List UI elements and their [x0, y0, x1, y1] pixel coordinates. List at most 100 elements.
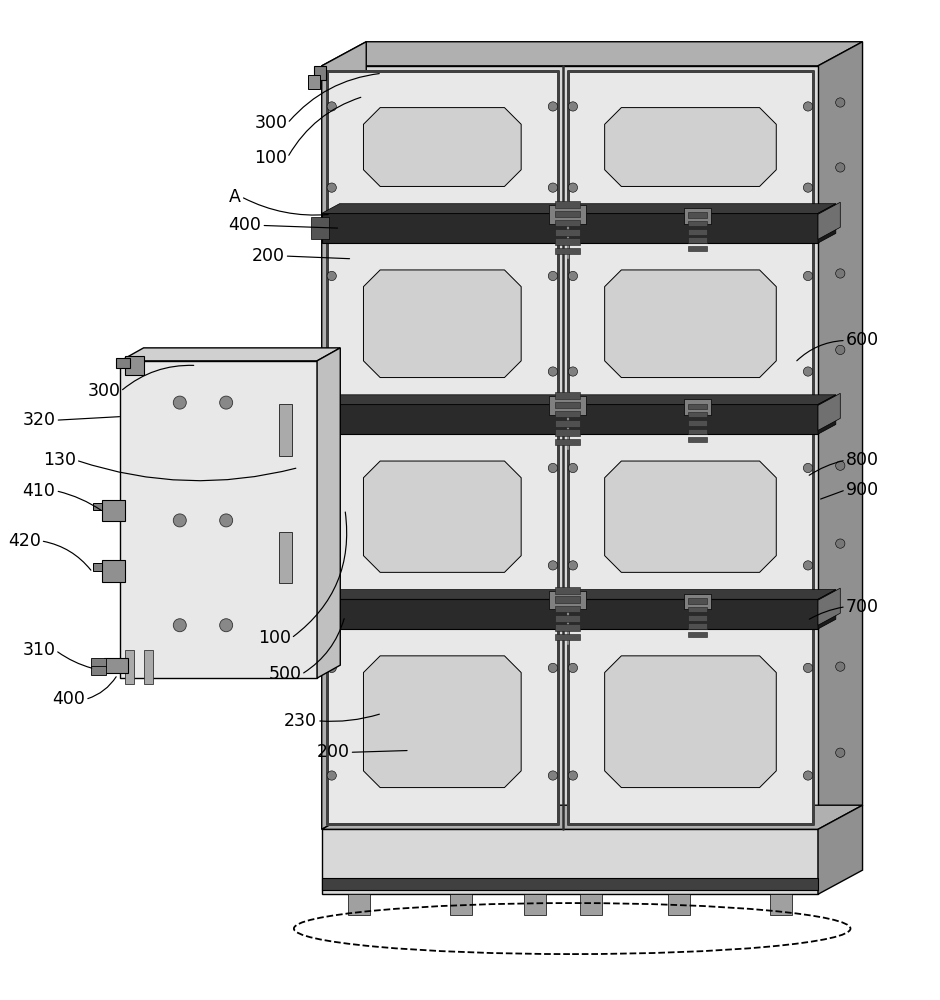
Bar — [279, 532, 292, 583]
Text: 130: 130 — [43, 451, 76, 469]
Circle shape — [327, 663, 337, 673]
Circle shape — [804, 271, 813, 281]
Circle shape — [569, 367, 577, 376]
Polygon shape — [604, 656, 776, 788]
Polygon shape — [321, 878, 818, 890]
Polygon shape — [364, 656, 521, 788]
Circle shape — [569, 183, 577, 192]
Polygon shape — [604, 108, 776, 186]
Circle shape — [836, 98, 845, 107]
Text: 600: 600 — [846, 331, 879, 349]
Polygon shape — [102, 560, 125, 582]
Text: 230: 230 — [284, 712, 317, 730]
Text: 100: 100 — [258, 629, 291, 647]
Polygon shape — [667, 894, 690, 915]
Circle shape — [548, 183, 557, 192]
Polygon shape — [818, 805, 863, 894]
Polygon shape — [321, 599, 818, 629]
Polygon shape — [688, 632, 707, 637]
Bar — [125, 650, 134, 684]
Polygon shape — [683, 208, 712, 224]
Polygon shape — [120, 361, 317, 678]
Circle shape — [836, 748, 845, 757]
Circle shape — [327, 463, 337, 473]
Polygon shape — [688, 246, 707, 251]
Circle shape — [327, 271, 337, 281]
Circle shape — [836, 461, 845, 470]
Polygon shape — [604, 270, 776, 378]
Polygon shape — [125, 356, 144, 375]
Circle shape — [569, 463, 577, 473]
Polygon shape — [91, 666, 105, 675]
Polygon shape — [364, 270, 521, 378]
Polygon shape — [310, 603, 329, 625]
Text: 420: 420 — [8, 532, 40, 550]
Polygon shape — [556, 624, 580, 631]
Polygon shape — [556, 420, 580, 427]
Polygon shape — [556, 211, 580, 217]
Polygon shape — [321, 213, 818, 243]
Text: 300: 300 — [255, 114, 288, 132]
Circle shape — [836, 269, 845, 278]
Polygon shape — [321, 829, 818, 894]
Polygon shape — [818, 395, 836, 434]
Polygon shape — [556, 429, 580, 436]
Circle shape — [327, 561, 337, 570]
Polygon shape — [556, 439, 580, 445]
Text: A: A — [229, 188, 241, 206]
Polygon shape — [556, 229, 580, 236]
Circle shape — [836, 539, 845, 548]
Polygon shape — [348, 894, 370, 915]
Polygon shape — [568, 71, 813, 223]
Polygon shape — [688, 237, 707, 243]
Circle shape — [804, 367, 813, 376]
Polygon shape — [556, 411, 580, 417]
Polygon shape — [321, 42, 863, 66]
Circle shape — [548, 367, 557, 376]
Circle shape — [569, 663, 577, 673]
Polygon shape — [321, 590, 836, 599]
Polygon shape — [556, 402, 580, 408]
Circle shape — [327, 102, 337, 111]
Polygon shape — [770, 894, 792, 915]
Polygon shape — [688, 437, 707, 442]
Circle shape — [804, 561, 813, 570]
Circle shape — [220, 514, 233, 527]
Polygon shape — [327, 233, 558, 414]
Polygon shape — [688, 607, 707, 612]
Text: 400: 400 — [228, 216, 261, 234]
Polygon shape — [688, 420, 707, 426]
Polygon shape — [688, 229, 707, 235]
Text: 400: 400 — [53, 690, 86, 708]
Circle shape — [173, 619, 186, 632]
Polygon shape — [549, 205, 587, 224]
Circle shape — [836, 345, 845, 355]
Circle shape — [804, 463, 813, 473]
Polygon shape — [556, 220, 580, 226]
Polygon shape — [688, 404, 707, 409]
Circle shape — [569, 271, 577, 281]
Bar — [279, 404, 292, 456]
Polygon shape — [568, 619, 813, 824]
Circle shape — [327, 183, 337, 192]
Polygon shape — [818, 204, 836, 243]
Text: 310: 310 — [23, 641, 55, 659]
Circle shape — [548, 271, 557, 281]
Polygon shape — [688, 221, 707, 226]
Circle shape — [836, 662, 845, 671]
Polygon shape — [580, 894, 602, 915]
Text: 200: 200 — [252, 247, 285, 265]
Polygon shape — [103, 658, 128, 673]
Text: 300: 300 — [87, 382, 120, 400]
Circle shape — [804, 102, 813, 111]
Polygon shape — [556, 587, 580, 594]
Text: 100: 100 — [255, 149, 288, 167]
Polygon shape — [568, 233, 813, 414]
Circle shape — [548, 561, 557, 570]
Polygon shape — [688, 429, 707, 434]
Bar — [144, 650, 153, 684]
Polygon shape — [688, 212, 707, 218]
Polygon shape — [327, 424, 558, 609]
Polygon shape — [818, 42, 863, 829]
Polygon shape — [818, 393, 840, 430]
